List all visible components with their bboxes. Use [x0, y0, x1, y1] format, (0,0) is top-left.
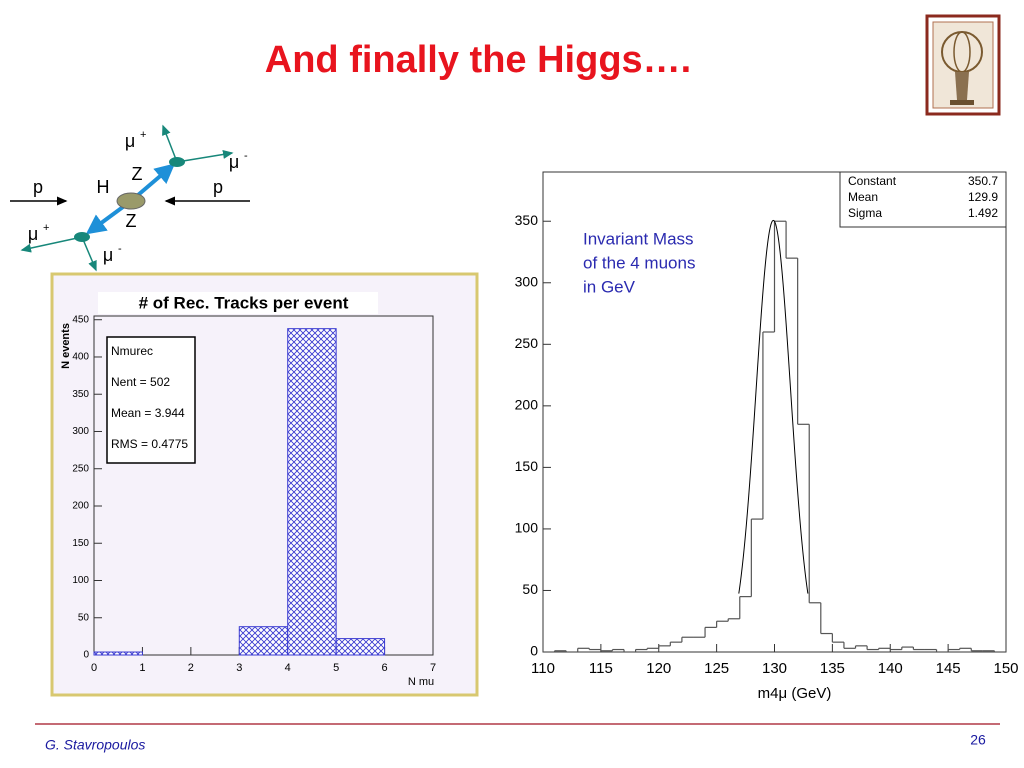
- x-axis-label: m4μ (GeV): [758, 685, 832, 702]
- annotation: of the 4 muons: [583, 253, 695, 272]
- bin: [93, 651, 143, 656]
- y-tick-label: 350: [515, 212, 539, 228]
- x-tick-label: 2: [188, 662, 194, 674]
- x-tick-label: 5: [333, 662, 339, 674]
- diagram-label: p: [213, 177, 223, 197]
- x-tick-label: 1: [139, 662, 145, 674]
- x-tick-label: 0: [91, 662, 97, 674]
- x-tick-label: 125: [704, 660, 729, 677]
- diagram-label: p: [33, 177, 43, 197]
- y-tick-label: 300: [515, 273, 539, 289]
- y-tick-label: 400: [72, 352, 89, 363]
- diagram-label-sup: -: [118, 243, 122, 255]
- y-tick-label: 150: [515, 458, 539, 474]
- y-tick-label: 150: [72, 538, 89, 549]
- y-tick-label: 200: [515, 397, 539, 413]
- y-tick-label: 200: [72, 501, 89, 512]
- bin: [287, 328, 337, 656]
- x-tick-label: 4: [285, 662, 291, 674]
- y-tick-label: 100: [72, 575, 89, 586]
- diagram-label-sup: +: [140, 129, 146, 141]
- fit-label: Mean: [848, 190, 878, 204]
- stats-line: Mean = 3.944: [111, 406, 185, 420]
- stats-line: Nent = 502: [111, 375, 170, 389]
- x-axis-label: N mu: [408, 676, 434, 688]
- page-number: 26: [970, 732, 986, 748]
- fit-curve: [738, 219, 809, 594]
- x-tick-label: 3: [236, 662, 242, 674]
- y-tick-label: 0: [83, 650, 89, 661]
- x-tick-label: 150: [993, 660, 1018, 677]
- y-tick-label: 50: [78, 612, 90, 623]
- diagram-label: μ: [103, 245, 113, 265]
- x-tick-label: 6: [382, 662, 388, 674]
- annotation: in GeV: [583, 277, 636, 296]
- y-tick-label: 300: [72, 426, 89, 437]
- diagram-label: μ: [125, 131, 135, 151]
- stats-line: Nmurec: [111, 344, 153, 358]
- x-tick-label: 7: [430, 662, 436, 674]
- title-box: [98, 292, 378, 314]
- logo: [925, 14, 1001, 116]
- stats-box: [106, 336, 196, 464]
- diagram-label: Z: [126, 211, 137, 231]
- annotation: Invariant Mass: [583, 229, 694, 248]
- diagram-label: μ: [229, 152, 239, 172]
- y-tick-label: 350: [72, 389, 89, 400]
- fit-value: 350.7: [968, 174, 998, 188]
- x-tick-label: 130: [762, 660, 787, 677]
- diagram-label: Z: [132, 164, 143, 184]
- fit-box: [839, 171, 1007, 228]
- x-tick-label: 140: [878, 660, 903, 677]
- y-tick-label: 0: [530, 643, 538, 659]
- diagram-label-sup: -: [244, 150, 248, 162]
- diagram-label-sup: +: [43, 222, 49, 234]
- diagram-label: μ: [28, 224, 38, 244]
- diagram-label: H: [97, 177, 110, 197]
- y-tick-label: 100: [515, 520, 539, 536]
- y-tick-label: 250: [72, 463, 89, 474]
- fit-label: Constant: [848, 174, 897, 188]
- bin: [335, 638, 386, 656]
- x-tick-label: 120: [646, 660, 671, 677]
- stats-line: RMS = 0.4775: [111, 437, 188, 451]
- slide-title: And finally the Higgs….: [265, 39, 691, 81]
- chart-title: # of Rec. Tracks per event: [139, 293, 349, 312]
- y-tick-label: 250: [515, 335, 539, 351]
- y-axis-label: N events: [60, 323, 72, 369]
- y-tick-label: 450: [72, 314, 89, 325]
- x-tick-label: 135: [820, 660, 845, 677]
- fit-label: Sigma: [848, 206, 882, 220]
- x-tick-label: 110: [531, 660, 555, 677]
- y-tick-label: 50: [522, 581, 538, 597]
- fit-value: 1.492: [968, 206, 998, 220]
- fit-value: 129.9: [968, 190, 998, 204]
- bin: [238, 626, 289, 656]
- x-tick-label: 115: [589, 660, 613, 677]
- footer-author: G. Stavropoulos: [45, 737, 145, 753]
- feynman-diagram: [10, 124, 250, 272]
- x-tick-label: 145: [936, 660, 961, 677]
